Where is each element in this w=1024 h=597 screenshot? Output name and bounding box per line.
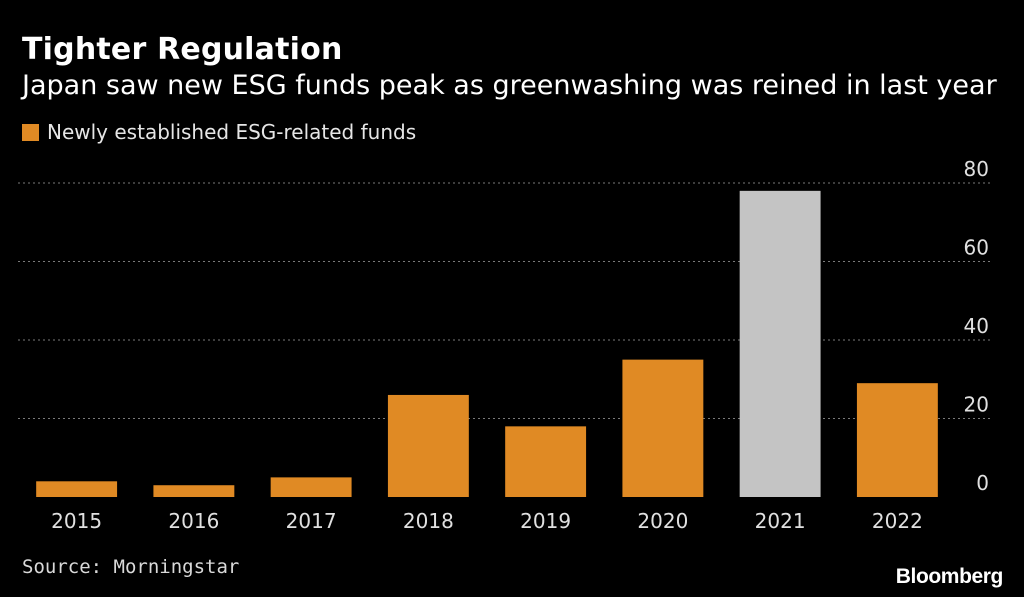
y-tick-label: 0 [976, 471, 989, 495]
x-tick-label: 2016 [168, 509, 219, 533]
legend-label: Newly established ESG-related funds [47, 120, 417, 144]
source-note: Source: Morningstar [22, 556, 240, 578]
legend: Newly established ESG-related funds [22, 120, 416, 144]
legend-swatch [22, 123, 39, 141]
bars [36, 190, 938, 497]
y-tick-label: 20 [964, 393, 989, 417]
bar-2016 [153, 485, 235, 497]
x-tick-label: 2018 [403, 509, 454, 533]
bar-2017 [270, 477, 352, 497]
x-axis-ticks: 2015 2016 2017 2018 2019 2020 2021 2022 [51, 509, 923, 533]
bar-2020 [622, 359, 704, 497]
bar-2015 [36, 481, 118, 497]
x-tick-label: 2021 [755, 509, 806, 533]
bar-2022 [856, 383, 938, 497]
y-tick-label: 40 [964, 314, 989, 338]
y-tick-label: 80 [964, 157, 989, 181]
x-tick-label: 2019 [520, 509, 571, 533]
x-tick-label: 2017 [286, 509, 337, 533]
bar-2019 [505, 426, 587, 497]
bar-2018 [387, 394, 469, 497]
x-tick-label: 2022 [872, 509, 923, 533]
y-tick-label: 60 [964, 236, 989, 260]
bloomberg-logo: Bloomberg [895, 565, 1004, 588]
bar-2021 [739, 190, 821, 497]
chart-subtitle: Japan saw new ESG funds peak as greenwas… [22, 70, 997, 101]
gridlines [18, 182, 990, 419]
x-tick-label: 2020 [637, 509, 688, 533]
chart-title: Tighter Regulation [22, 32, 343, 67]
x-tick-label: 2015 [51, 509, 102, 533]
y-axis-ticks: 0 20 40 60 80 [964, 157, 989, 495]
